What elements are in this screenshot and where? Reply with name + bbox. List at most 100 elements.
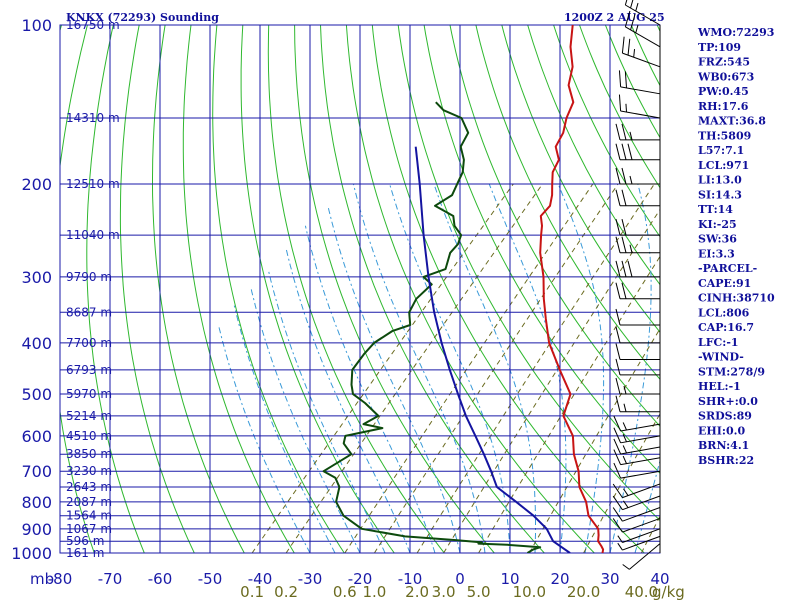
mixing-ratio-tick-label: 0.1 (240, 583, 264, 600)
wind-barb (615, 167, 660, 185)
moist-adiabat (250, 287, 361, 553)
wind-barb-flag (613, 427, 622, 444)
height-label: 1067 m (66, 522, 112, 536)
wind-barbs (612, 0, 661, 570)
wind-barb-flag (615, 308, 621, 326)
wind-barb (615, 377, 660, 395)
wind-barb (613, 438, 661, 455)
wind-barb-flag (615, 358, 621, 376)
wind-barb-flag (629, 175, 633, 185)
wind-barb (615, 343, 660, 360)
height-label: 3850 m (66, 447, 112, 461)
wind-barb-flag (625, 103, 628, 113)
height-label: 14310 m (66, 111, 120, 125)
dry-adiabat (579, 25, 660, 189)
index-value: MAXT:36.8 (698, 115, 766, 128)
pressure-tick-label: 400 (21, 334, 52, 353)
dry-adiabat (604, 25, 660, 139)
wind-barb-shaft (620, 446, 661, 455)
temperature-tick-label: -20 (348, 570, 373, 588)
wind-barb-flag (613, 449, 622, 465)
chart-title: KNKX (72293) Sounding (66, 11, 219, 24)
pressure-tick-label: 500 (21, 385, 52, 404)
dry-adiabat (761, 25, 800, 553)
dry-adiabat (267, 25, 445, 553)
temperature-tick-label: -30 (298, 570, 323, 588)
wind-barb-flag (613, 462, 622, 479)
dry-adiabat (371, 25, 645, 553)
wind-barb (615, 282, 660, 300)
index-value: SHR+:0.0 (698, 395, 758, 408)
height-label: 12510 m (66, 177, 120, 191)
index-value: TT:14 (698, 203, 733, 216)
wind-barb (624, 10, 661, 48)
wind-barb-flag (612, 495, 623, 510)
index-value: WB0:673 (697, 70, 754, 83)
wind-barb-flag (624, 10, 631, 27)
sounding-time: 1200Z 2 AUG 25 (564, 11, 665, 24)
height-label: 8687 m (66, 305, 112, 319)
wind-barb (613, 415, 661, 432)
parcel-profile (414, 146, 571, 553)
height-label: 3230 m (66, 464, 112, 478)
index-value: HEL:-1 (698, 380, 741, 393)
index-value: EHI:0.0 (698, 424, 745, 437)
wind-barb-flag (624, 71, 628, 88)
dry-adiabat (182, 25, 295, 553)
mixing-unit-label: g/kg (652, 583, 685, 600)
wind-barb-flag (630, 13, 636, 30)
wind-barb-shaft (620, 86, 661, 95)
wind-barb-flag (615, 167, 621, 185)
temperature-tick-label: 40 (650, 570, 669, 588)
wind-barb-shaft (622, 517, 661, 533)
wind-barb (615, 308, 660, 326)
index-value: TP:109 (698, 41, 741, 54)
wind-barb (615, 395, 660, 413)
mixing-ratio-tick-label: 3.0 (432, 583, 456, 600)
index-value: STM:278/9 (698, 365, 765, 378)
index-value: -WIND- (698, 351, 744, 364)
wind-barb (615, 260, 660, 278)
index-value: WMO:72293 (697, 26, 774, 39)
wind-barb (612, 495, 661, 511)
wind-barb (615, 326, 660, 344)
wind-barb (612, 483, 661, 499)
wind-barb-flag (615, 218, 621, 236)
height-label: 2087 m (66, 495, 112, 509)
wind-barb-flag (629, 244, 633, 253)
moist-adiabat (488, 183, 567, 553)
wind-barb-flag (627, 260, 633, 278)
height-label: 11040 m (66, 228, 120, 242)
pressure-tick-label: 100 (21, 16, 52, 35)
wind-barb-flag (624, 0, 628, 6)
height-label: 9790 m (66, 270, 112, 284)
wind-barb (615, 123, 660, 141)
dry-adiabat (787, 25, 800, 553)
mixing-ratio-tick-label: 2.0 (405, 583, 429, 600)
dry-adiabat (475, 25, 660, 381)
moist-adiabat (267, 268, 386, 553)
pressure-tick-label: 1000 (11, 544, 52, 563)
height-label: 4510 m (66, 429, 112, 443)
wind-barb-shaft (625, 26, 661, 48)
wind-barb-flag (623, 403, 627, 412)
wind-barb (617, 528, 661, 543)
wind-barb (612, 517, 661, 533)
index-value: SI:14.3 (698, 188, 742, 201)
mixing-ratio-tick-label: 0.2 (274, 583, 298, 600)
dry-adiabat (294, 25, 495, 553)
dry-adiabat (449, 25, 660, 428)
index-value: LI:13.0 (698, 174, 742, 187)
index-value: LFC:-1 (698, 336, 739, 349)
height-label: 596 m (66, 534, 104, 548)
temperature-tick-label: -50 (198, 570, 223, 588)
wind-barb-flag (618, 94, 622, 112)
wind-barb-flag (621, 282, 627, 299)
mixing-ratio-tick-label: 0.6 (333, 583, 357, 600)
wind-barb-flag (615, 143, 621, 160)
wind-barb-flag (615, 123, 621, 140)
index-value: CINH:38710 (698, 292, 775, 305)
wind-barb (615, 236, 660, 254)
mixing-ratio-axis: 0.1 0.2 0.6 1.0 2.0 3.0 5.0 10.0 20.0 40.0 (240, 583, 658, 600)
